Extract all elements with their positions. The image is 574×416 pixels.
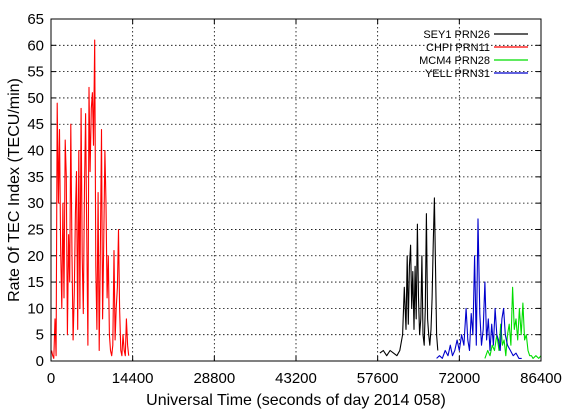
series-line-mcm4-prn28 bbox=[484, 286, 542, 359]
grid bbox=[51, 19, 541, 361]
series-line-chpi-prn11 bbox=[51, 39, 130, 359]
x-tick-label: 86400 bbox=[520, 370, 562, 387]
y-tick-label: 10 bbox=[27, 300, 44, 317]
y-tick-label: 40 bbox=[27, 143, 44, 160]
series-line-sey1-prn26 bbox=[379, 197, 439, 357]
y-tick-label: 35 bbox=[27, 169, 44, 186]
legend-label: SEY1 PRN26 bbox=[423, 29, 490, 41]
x-tick-label: 57600 bbox=[357, 370, 399, 387]
y-axis-title: Rate Of TEC Index (TECU/min) bbox=[6, 78, 23, 302]
y-tick-label: 50 bbox=[27, 90, 44, 107]
x-axis-title: Universal Time (seconds of day 2014 058) bbox=[146, 392, 446, 409]
y-tick-label: 65 bbox=[27, 11, 44, 28]
y-tick-label: 60 bbox=[27, 37, 44, 54]
legend-label: YELL PRN31 bbox=[425, 68, 490, 80]
y-tick-label: 5 bbox=[36, 327, 44, 344]
series-line-yell-prn31 bbox=[436, 218, 522, 359]
legend-label: MCM4 PRN28 bbox=[419, 55, 490, 67]
x-tick-label: 43200 bbox=[275, 370, 317, 387]
ticks: 0 14400 28800 43200 57600 72000 86400 0 5 10 15 20 2… bbox=[27, 11, 562, 387]
series-group bbox=[51, 39, 542, 359]
y-tick-label: 15 bbox=[27, 274, 44, 291]
x-tick-label: 28800 bbox=[193, 370, 235, 387]
y-tick-label: 30 bbox=[27, 195, 44, 212]
y-tick-label: 45 bbox=[27, 116, 44, 133]
legend-label: CHPI PRN11 bbox=[426, 42, 490, 54]
y-tick-label: 25 bbox=[27, 221, 44, 238]
x-tick-label: 72000 bbox=[438, 370, 480, 387]
x-tick-label: 0 bbox=[47, 370, 55, 387]
x-tick-label: 14400 bbox=[112, 370, 154, 387]
y-tick-label: 55 bbox=[27, 64, 44, 81]
y-tick-label: 0 bbox=[36, 353, 44, 370]
y-tick-label: 20 bbox=[27, 248, 44, 265]
